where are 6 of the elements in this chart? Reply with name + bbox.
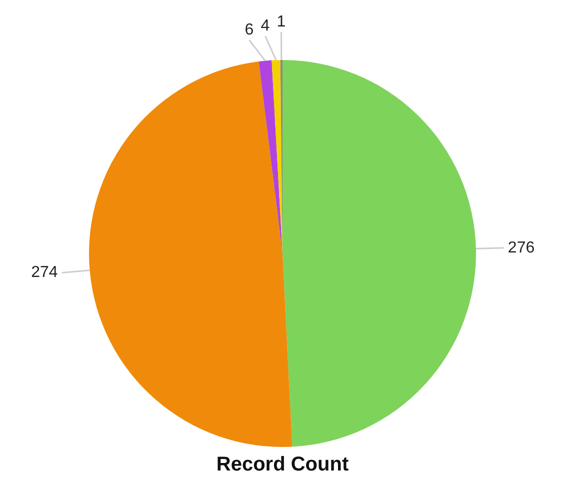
data-label: 1 bbox=[276, 13, 286, 30]
data-label: 4 bbox=[260, 17, 270, 34]
data-label: 276 bbox=[508, 239, 535, 256]
data-label: 6 bbox=[244, 21, 254, 38]
data-label: 274 bbox=[31, 264, 58, 282]
text: Record Count bbox=[216, 454, 349, 476]
